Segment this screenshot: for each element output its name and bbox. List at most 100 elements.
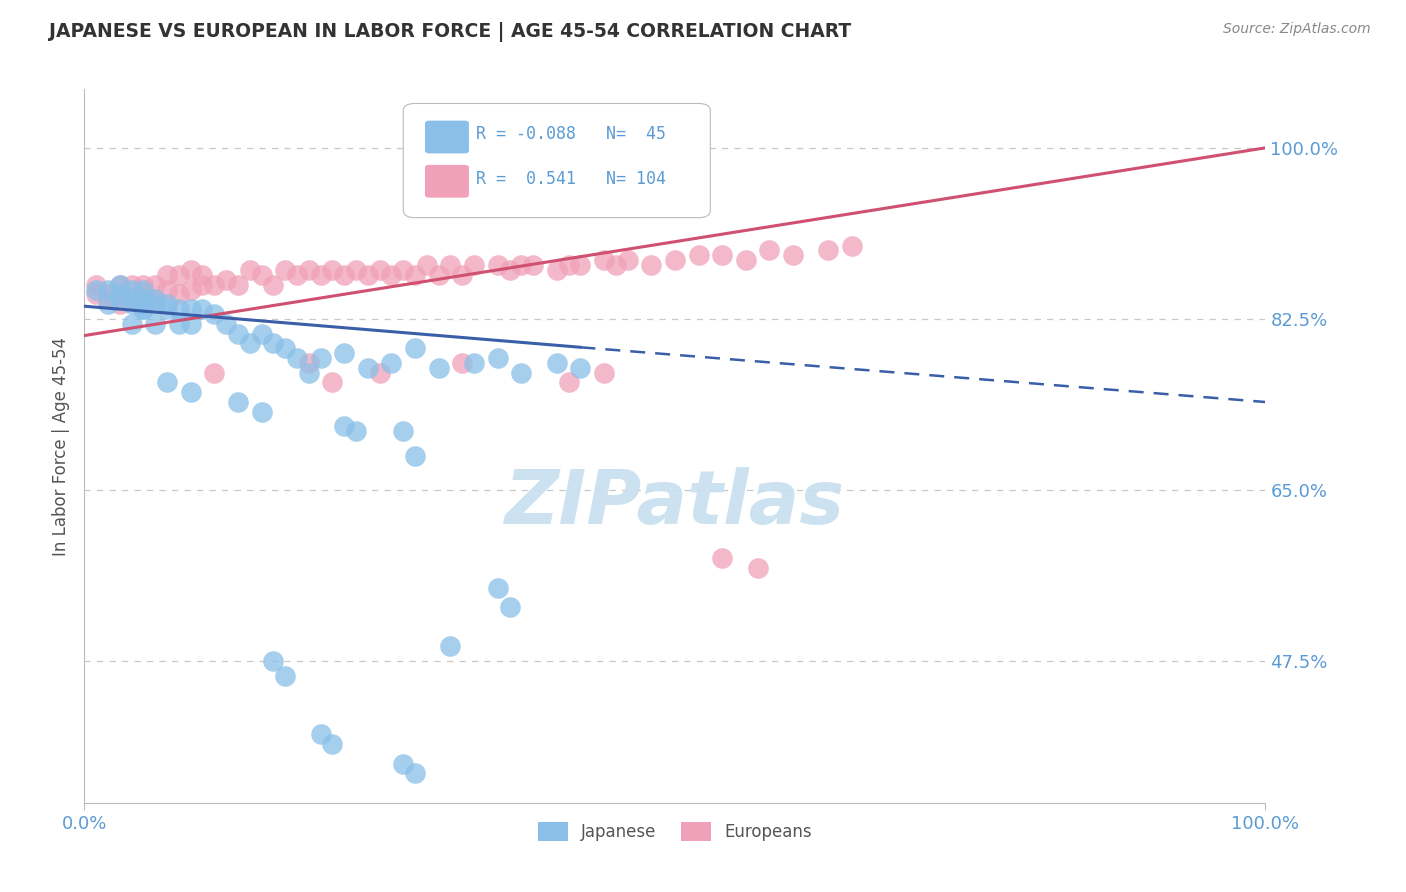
Point — [121, 283, 143, 297]
Point — [357, 360, 380, 375]
Point — [250, 405, 273, 419]
Point — [841, 238, 863, 252]
Point — [226, 277, 249, 292]
Point — [451, 356, 474, 370]
Point — [758, 244, 780, 258]
Legend: Japanese, Europeans: Japanese, Europeans — [531, 815, 818, 848]
Point — [108, 293, 131, 307]
Point — [167, 302, 190, 317]
Point — [463, 258, 485, 272]
Point — [121, 317, 143, 331]
Point — [486, 581, 509, 595]
Point — [274, 263, 297, 277]
Point — [593, 253, 616, 268]
Point — [108, 277, 131, 292]
Point — [368, 263, 391, 277]
Point — [711, 551, 734, 566]
Point — [546, 263, 568, 277]
Point — [108, 293, 131, 307]
Point — [143, 277, 166, 292]
Point — [97, 293, 120, 307]
Point — [180, 317, 202, 331]
Point — [239, 336, 262, 351]
Point — [782, 248, 804, 262]
Point — [510, 366, 533, 380]
Y-axis label: In Labor Force | Age 45-54: In Labor Force | Age 45-54 — [52, 336, 70, 556]
Point — [380, 356, 402, 370]
Point — [734, 253, 756, 268]
Point — [688, 248, 710, 262]
Point — [191, 302, 214, 317]
Point — [180, 385, 202, 400]
Point — [333, 419, 356, 434]
Point — [309, 268, 332, 282]
Point — [747, 561, 769, 575]
Point — [498, 600, 520, 615]
Point — [817, 244, 839, 258]
Text: R =  0.541   N= 104: R = 0.541 N= 104 — [477, 170, 666, 188]
Point — [344, 425, 367, 439]
Point — [569, 258, 592, 272]
Point — [180, 263, 202, 277]
Point — [121, 293, 143, 307]
Point — [167, 268, 190, 282]
Point — [664, 253, 686, 268]
Point — [285, 351, 308, 365]
Point — [498, 263, 520, 277]
Point — [605, 258, 627, 272]
Point — [285, 268, 308, 282]
Point — [132, 302, 155, 317]
Text: R = -0.088   N=  45: R = -0.088 N= 45 — [477, 125, 666, 143]
Point — [180, 302, 202, 317]
Point — [298, 263, 321, 277]
Point — [451, 268, 474, 282]
Point — [250, 326, 273, 341]
Point — [132, 283, 155, 297]
Point — [392, 263, 415, 277]
Point — [167, 317, 190, 331]
Point — [463, 356, 485, 370]
Point — [143, 293, 166, 307]
Point — [427, 268, 450, 282]
Point — [380, 268, 402, 282]
Point — [202, 277, 225, 292]
Point — [167, 287, 190, 301]
Point — [143, 317, 166, 331]
Point — [262, 336, 284, 351]
Point — [121, 293, 143, 307]
Point — [262, 654, 284, 668]
Point — [274, 341, 297, 355]
Point — [97, 297, 120, 311]
Point — [84, 277, 107, 292]
Point — [97, 283, 120, 297]
Point — [404, 268, 426, 282]
Point — [404, 766, 426, 780]
Point — [84, 287, 107, 301]
Point — [616, 253, 638, 268]
Point — [309, 727, 332, 741]
Point — [84, 283, 107, 297]
Point — [180, 283, 202, 297]
FancyBboxPatch shape — [404, 103, 710, 218]
FancyBboxPatch shape — [426, 121, 468, 153]
Point — [569, 360, 592, 375]
Point — [392, 425, 415, 439]
Text: JAPANESE VS EUROPEAN IN LABOR FORCE | AGE 45-54 CORRELATION CHART: JAPANESE VS EUROPEAN IN LABOR FORCE | AG… — [49, 22, 852, 42]
Point — [202, 366, 225, 380]
FancyBboxPatch shape — [426, 166, 468, 197]
Point — [250, 268, 273, 282]
Point — [486, 351, 509, 365]
Point — [132, 277, 155, 292]
Point — [262, 277, 284, 292]
Point — [156, 302, 179, 317]
Point — [132, 293, 155, 307]
Point — [368, 366, 391, 380]
Point — [191, 277, 214, 292]
Point — [156, 376, 179, 390]
Point — [333, 268, 356, 282]
Point — [404, 341, 426, 355]
Text: Source: ZipAtlas.com: Source: ZipAtlas.com — [1223, 22, 1371, 37]
Point — [593, 366, 616, 380]
Point — [156, 268, 179, 282]
Point — [510, 258, 533, 272]
